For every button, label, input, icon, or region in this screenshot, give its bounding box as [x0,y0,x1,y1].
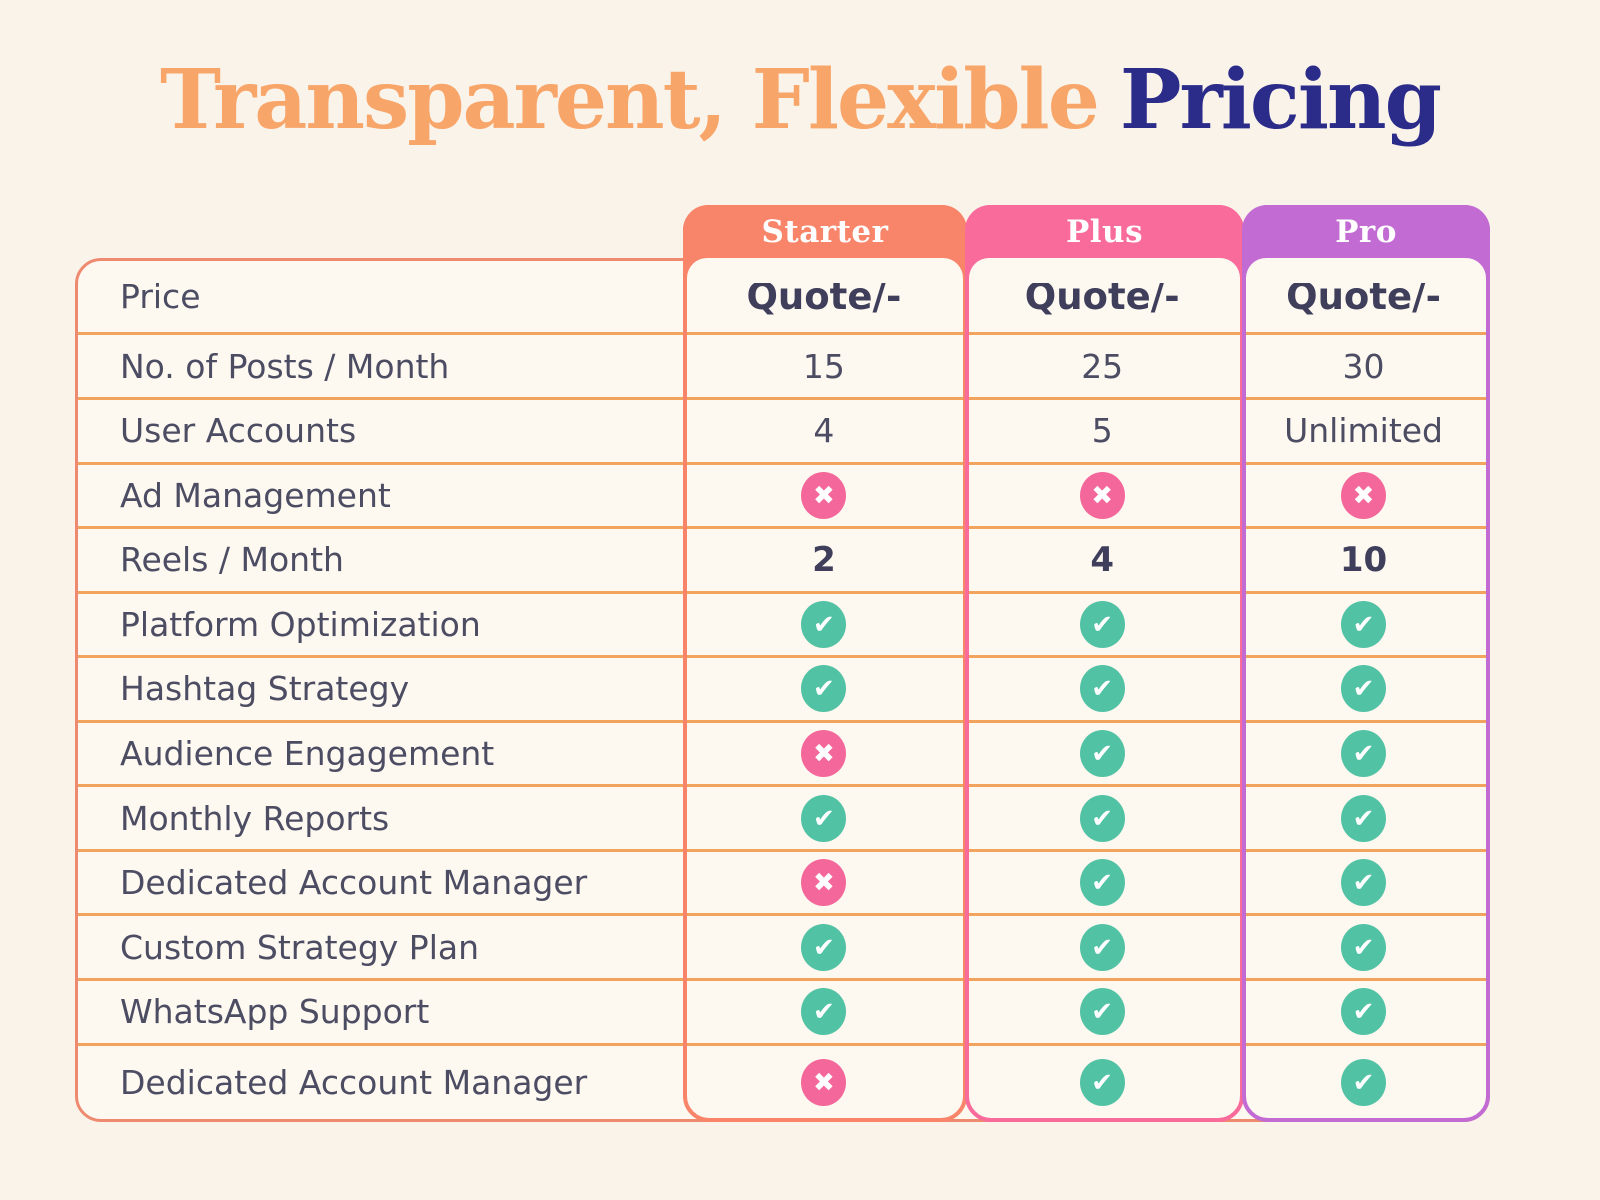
value-pro: 10 [1339,539,1388,580]
plan-name: Pro [1335,214,1397,250]
check-icon: ✔ [1341,665,1387,713]
row-label: Reels / Month [120,540,344,580]
value-pro: Unlimited [1284,411,1444,451]
card-notch [969,258,1240,283]
value-pro: 30 [1342,346,1385,386]
plan-name: Starter [761,214,889,250]
row-label: No. of Posts / Month [120,346,450,386]
table-row-platform-optimization: Platform Optimization ✔ ✔ ✔ [78,594,1487,659]
table-row-hashtag-strategy: Hashtag Strategy ✔ ✔ ✔ [78,658,1487,723]
check-icon: ✔ [1079,988,1125,1036]
check-icon: ✔ [1079,859,1125,907]
table-row-accounts: User Accounts 4 5 Unlimited [78,400,1487,465]
card-notch [687,258,963,283]
row-label: Dedicated Account Manager [120,1062,588,1102]
table-row-reels: Reels / Month 2 4 10 [78,529,1487,594]
check-icon: ✔ [801,665,847,713]
row-label: Audience Engagement [120,734,495,774]
row-label: Platform Optimization [120,604,481,644]
plan-column-starter: Starter [683,205,967,1122]
table-row-dedicated-manager-2: Dedicated Account Manager ✖ ✔ ✔ [78,1046,1487,1119]
table-row-monthly-reports: Monthly Reports ✔ ✔ ✔ [78,787,1487,852]
plan-column-plus: Plus [965,205,1244,1122]
check-icon: ✔ [1341,923,1387,971]
row-label: Ad Management [120,475,391,515]
value-plus: 5 [1091,411,1113,451]
check-icon: ✔ [1341,600,1387,648]
row-label: Price [120,277,201,317]
card-border [683,205,967,1122]
check-icon: ✔ [1079,794,1125,842]
cross-icon: ✖ [801,471,847,519]
check-icon: ✔ [801,600,847,648]
check-icon: ✔ [801,923,847,971]
table-row-dedicated-manager-1: Dedicated Account Manager ✖ ✔ ✔ [78,852,1487,917]
value-plus: 25 [1081,346,1124,386]
pricing-table: Price Quote/- Quote/- Quote/- No. of Pos… [75,258,1490,1122]
cross-icon: ✖ [801,730,847,778]
plan-name: Plus [1065,214,1144,250]
row-label: Monthly Reports [120,798,390,838]
check-icon: ✔ [1079,923,1125,971]
check-icon: ✔ [801,794,847,842]
row-label: Dedicated Account Manager [120,863,588,903]
check-icon: ✔ [1341,730,1387,778]
check-icon: ✔ [1079,1058,1125,1106]
check-icon: ✔ [801,988,847,1036]
value-starter: 2 [812,539,836,580]
title-part-orange: Transparent, Flexible [160,52,1100,148]
cross-icon: ✖ [1079,471,1125,519]
table-row-whatsapp-support: WhatsApp Support ✔ ✔ ✔ [78,981,1487,1046]
table-row-posts: No. of Posts / Month 15 25 30 [78,335,1487,401]
check-icon: ✔ [1341,988,1387,1036]
table-row-custom-strategy: Custom Strategy Plan ✔ ✔ ✔ [78,916,1487,981]
title-part-navy: Pricing [1119,52,1442,148]
row-label: WhatsApp Support [120,992,430,1032]
table-row-ad-management: Ad Management ✖ ✖ ✖ [78,465,1487,530]
check-icon: ✔ [1341,859,1387,907]
value-starter: 4 [813,411,835,451]
check-icon: ✔ [1341,794,1387,842]
value-starter: 15 [802,346,845,386]
card-border [965,205,1244,1122]
card-border [1242,205,1490,1122]
cross-icon: ✖ [1341,471,1387,519]
plan-column-pro: Pro [1242,205,1490,1122]
card-notch [1246,258,1486,283]
table-row-audience-engagement: Audience Engagement ✖ ✔ ✔ [78,723,1487,788]
check-icon: ✔ [1079,600,1125,648]
row-label: Hashtag Strategy [120,669,410,709]
page-title: Transparent, Flexible Pricing [0,52,1600,148]
check-icon: ✔ [1079,665,1125,713]
check-icon: ✔ [1341,1058,1387,1106]
cross-icon: ✖ [801,859,847,907]
row-label: Custom Strategy Plan [120,927,480,967]
check-icon: ✔ [1079,730,1125,778]
value-plus: 4 [1090,539,1115,580]
cross-icon: ✖ [801,1058,847,1106]
row-label: User Accounts [120,411,357,451]
